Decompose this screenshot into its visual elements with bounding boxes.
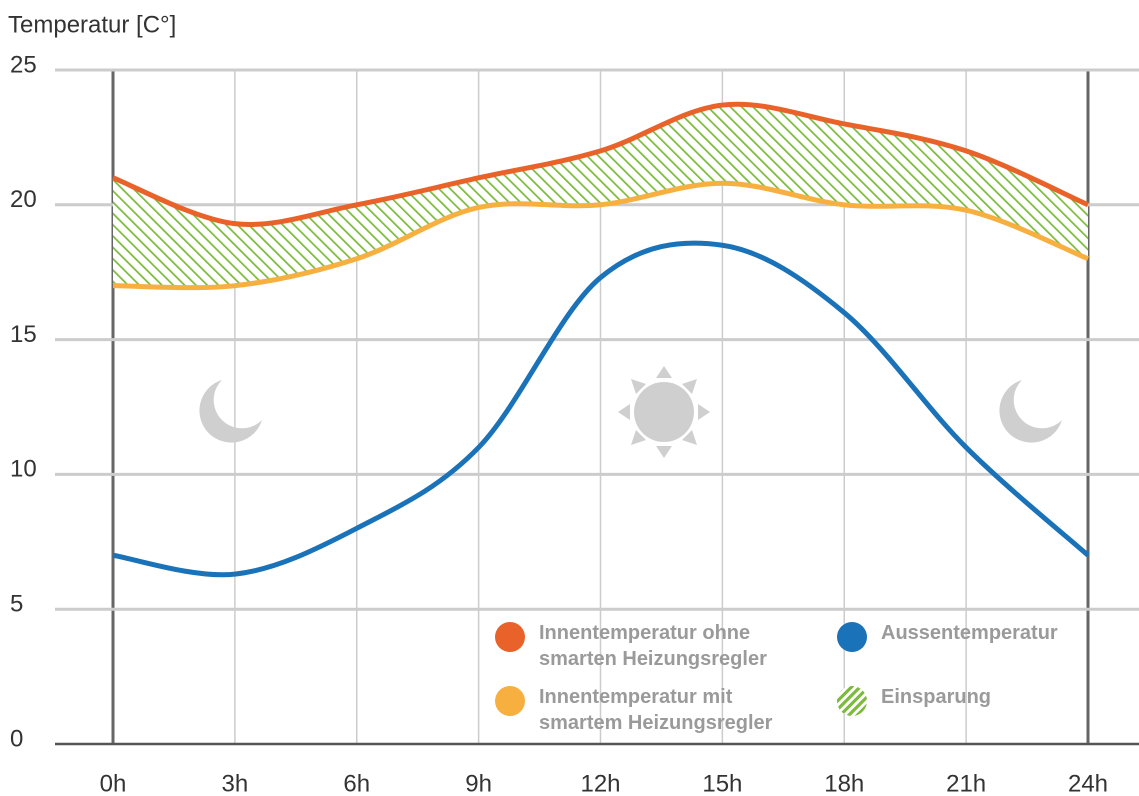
legend-item: Innentemperatur mit smartem Heizungsregl… bbox=[495, 684, 801, 736]
x-tick-label: 9h bbox=[465, 770, 492, 796]
legend-label: Einsparung bbox=[881, 686, 992, 708]
series-line bbox=[112, 240, 1090, 578]
y-tick-label: 5 bbox=[10, 591, 23, 618]
legend-swatch bbox=[837, 686, 867, 716]
x-tick-label: 24h bbox=[1068, 770, 1108, 796]
series-line bbox=[112, 101, 1090, 227]
x-tick-label: 21h bbox=[946, 770, 986, 796]
savings-area bbox=[113, 104, 1088, 288]
y-tick-label: 25 bbox=[10, 51, 37, 78]
x-tick-label: 3h bbox=[222, 770, 249, 796]
chart-title: Temperatur [C°] bbox=[8, 11, 176, 38]
y-tick-label: 0 bbox=[10, 725, 23, 752]
legend-swatch bbox=[495, 686, 525, 716]
sun-icon bbox=[618, 366, 710, 458]
legend-item: Innentemperatur ohne smarten Heizungsreg… bbox=[495, 620, 801, 672]
series-line bbox=[112, 180, 1089, 291]
x-tick-label: 6h bbox=[343, 770, 370, 796]
moon-icon bbox=[999, 380, 1062, 443]
moon-icon bbox=[199, 380, 262, 443]
x-tick-label: 15h bbox=[702, 770, 742, 796]
y-tick-label: 20 bbox=[10, 186, 37, 213]
x-tick-label: 12h bbox=[580, 770, 620, 796]
x-tick-label: 0h bbox=[100, 770, 127, 796]
x-tick-label: 18h bbox=[824, 770, 864, 796]
legend-swatch bbox=[495, 622, 525, 652]
legend-item: Einsparung bbox=[837, 684, 1139, 716]
legend-item: Aussentemperatur bbox=[837, 620, 1139, 652]
legend-swatch bbox=[837, 622, 867, 652]
legend-label: Innentemperatur mit smartem Heizungsregl… bbox=[539, 686, 773, 734]
legend-label: Aussentemperatur bbox=[881, 622, 1058, 644]
legend-label: Innentemperatur ohne smarten Heizungsreg… bbox=[539, 622, 767, 670]
icons bbox=[199, 366, 1062, 458]
y-tick-label: 15 bbox=[10, 321, 37, 348]
y-tick-label: 10 bbox=[10, 456, 37, 483]
